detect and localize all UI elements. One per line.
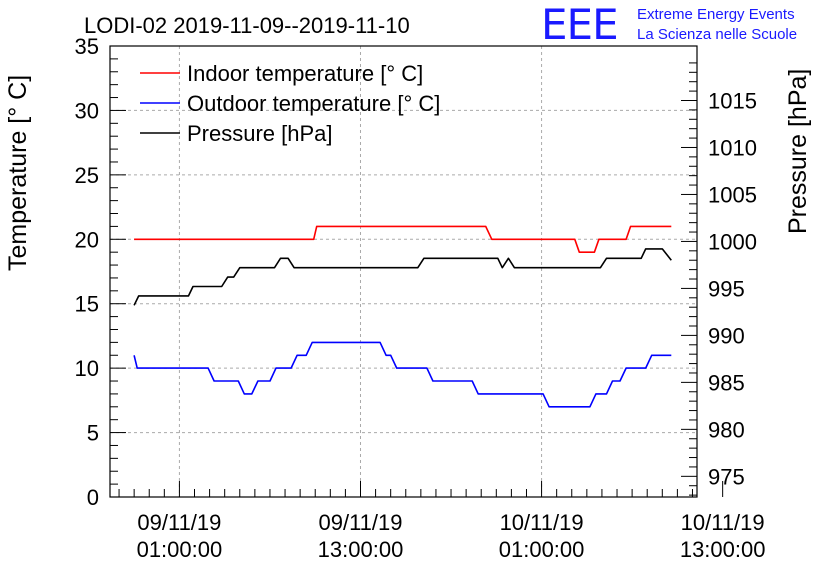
legend-label: Indoor temperature [° C] <box>187 61 423 86</box>
series-line-1 <box>133 341 672 408</box>
legend-label: Pressure [hPa] <box>187 121 333 146</box>
y-right-tick-label: 990 <box>708 323 745 348</box>
series-line-0 <box>134 225 672 253</box>
y-right-tick-label: 1010 <box>708 135 757 160</box>
y-tick-label: 0 <box>87 485 99 510</box>
y-axis-title-right: Pressure [hPa] <box>784 69 812 234</box>
legend-label: Outdoor temperature [° C] <box>187 91 440 116</box>
y-right-tick-label: 1000 <box>708 229 757 254</box>
y-axis-title-left: Temperature [° C] <box>4 75 32 271</box>
y-tick-label: 35 <box>75 34 99 59</box>
y-right-tick-label: 985 <box>708 370 745 395</box>
axes: 0510152025303597598098599099510001005101… <box>75 34 766 562</box>
x-tick-label-time: 01:00:00 <box>499 537 585 562</box>
y-tick-label: 10 <box>75 356 99 381</box>
x-tick-label-date: 10/11/19 <box>681 510 765 535</box>
x-tick-label-date: 10/11/19 <box>500 510 584 535</box>
logo-line-2: La Scienza nelle Scuole <box>637 26 797 43</box>
y-tick-label: 15 <box>75 292 99 317</box>
plot-frame <box>109 45 698 498</box>
x-tick-label-date: 09/11/19 <box>318 510 402 535</box>
y-right-tick-label: 1015 <box>708 88 757 113</box>
x-tick-label-time: 01:00:00 <box>137 537 223 562</box>
series-lines <box>133 225 672 408</box>
logo: EEE Extreme Energy Events La Scienza nel… <box>541 0 797 49</box>
y-tick-label: 20 <box>75 227 99 252</box>
logo-letters: EEE <box>541 0 618 49</box>
y-right-tick-label: 995 <box>708 276 745 301</box>
logo-line-1: Extreme Energy Events <box>637 6 795 23</box>
x-tick-label-date: 09/11/19 <box>137 510 221 535</box>
series-line-2 <box>133 248 672 306</box>
y-right-tick-label: 1005 <box>708 182 757 207</box>
x-tick-label-time: 13:00:00 <box>318 537 404 562</box>
chart-title: LODI-02 2019-11-09--2019-11-10 <box>84 13 410 38</box>
y-tick-label: 25 <box>75 163 99 188</box>
x-tick-label-time: 13:00:00 <box>680 537 766 562</box>
y-tick-label: 5 <box>87 421 99 446</box>
y-tick-label: 30 <box>75 98 99 123</box>
legend: Indoor temperature [° C] Outdoor temperat… <box>140 61 440 146</box>
y-right-tick-label: 980 <box>708 417 745 442</box>
y-right-tick-label: 975 <box>708 464 745 489</box>
